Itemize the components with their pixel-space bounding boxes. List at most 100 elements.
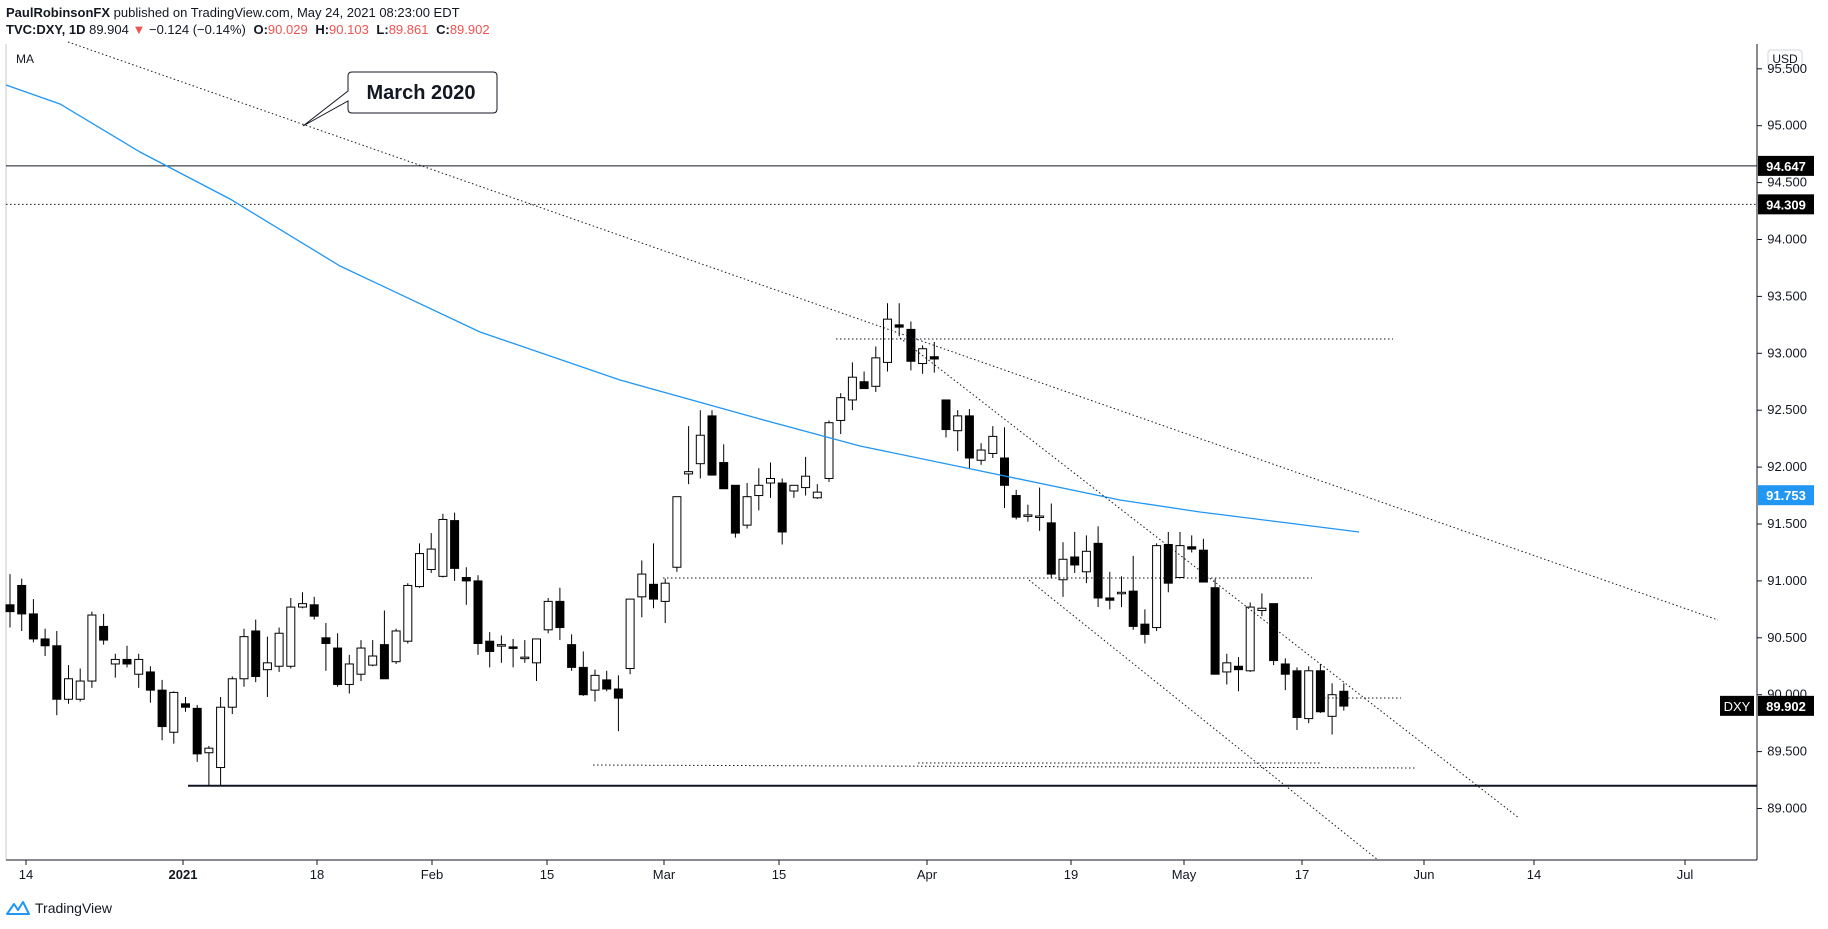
candle[interactable] (859, 381, 869, 390)
candle[interactable] (64, 678, 73, 700)
candle[interactable] (403, 584, 413, 642)
candle[interactable] (216, 706, 226, 769)
candle[interactable] (1269, 603, 1279, 662)
candle[interactable] (391, 630, 401, 663)
candle[interactable] (1234, 665, 1243, 671)
candle[interactable] (1163, 543, 1173, 584)
candle[interactable] (660, 582, 670, 602)
candle[interactable] (543, 600, 553, 631)
candle[interactable] (894, 324, 904, 328)
candle[interactable] (204, 747, 214, 754)
candle[interactable] (1046, 522, 1056, 575)
candle[interactable] (976, 449, 986, 461)
candle[interactable] (801, 475, 811, 489)
candle[interactable] (812, 491, 822, 499)
candle[interactable] (122, 658, 132, 665)
candle[interactable] (1152, 545, 1162, 629)
candle[interactable] (28, 613, 38, 640)
candle[interactable] (438, 518, 448, 577)
candle[interactable] (52, 645, 62, 700)
candle[interactable] (1140, 623, 1150, 635)
candle[interactable] (262, 662, 272, 671)
candle[interactable] (473, 580, 483, 644)
candle[interactable] (321, 637, 331, 644)
candle[interactable] (1011, 495, 1021, 518)
candle[interactable] (578, 666, 588, 696)
candle[interactable] (309, 604, 319, 617)
candle[interactable] (1105, 597, 1115, 601)
candle[interactable] (17, 584, 27, 615)
candle[interactable] (508, 646, 518, 649)
candle[interactable] (87, 614, 97, 682)
candle[interactable] (192, 707, 202, 755)
candle[interactable] (906, 328, 916, 362)
author-name[interactable]: PaulRobinsonFX (6, 5, 110, 20)
candle[interactable] (157, 689, 167, 728)
candle[interactable] (75, 680, 85, 700)
candle[interactable] (379, 644, 389, 680)
candle[interactable] (286, 606, 296, 667)
moving-average-line[interactable] (5, 84, 1360, 533)
candle[interactable] (1222, 662, 1232, 673)
candle[interactable] (415, 553, 424, 588)
candle[interactable] (964, 415, 974, 459)
candle[interactable] (625, 598, 635, 670)
candle[interactable] (298, 603, 307, 608)
candle[interactable] (1292, 670, 1302, 718)
candle[interactable] (520, 656, 530, 660)
candle[interactable] (567, 644, 577, 668)
candle[interactable] (333, 647, 343, 685)
candle[interactable] (1339, 690, 1349, 707)
currency-label[interactable]: USD (1772, 52, 1798, 66)
candle[interactable] (239, 636, 249, 680)
candle[interactable] (1304, 670, 1314, 720)
trendline[interactable] (899, 337, 1520, 819)
candle[interactable] (1128, 590, 1138, 627)
candle[interactable] (672, 496, 682, 568)
candle[interactable] (730, 484, 740, 534)
candle[interactable] (251, 630, 261, 677)
candle[interactable] (684, 471, 694, 475)
candle[interactable] (847, 376, 857, 401)
candle[interactable] (1117, 591, 1126, 595)
candle[interactable] (1280, 663, 1290, 675)
candle[interactable] (485, 640, 495, 652)
candle[interactable] (40, 638, 50, 647)
candle[interactable] (368, 655, 378, 666)
candle[interactable] (941, 399, 951, 431)
candle[interactable] (929, 356, 939, 360)
price-label[interactable] (1758, 194, 1814, 215)
price-label[interactable] (1758, 695, 1814, 716)
indicator-label[interactable]: MA (16, 52, 34, 66)
candle[interactable] (1000, 457, 1009, 486)
candle[interactable] (496, 644, 506, 647)
candle[interactable] (1315, 670, 1325, 713)
price-label[interactable] (1758, 485, 1814, 506)
candle[interactable] (1093, 542, 1103, 599)
candle[interactable] (988, 435, 998, 454)
candle[interactable] (461, 576, 471, 582)
candle[interactable] (555, 600, 565, 629)
candle[interactable] (356, 647, 366, 675)
candle[interactable] (602, 679, 612, 690)
candle[interactable] (227, 678, 237, 708)
price-label[interactable] (1758, 155, 1814, 176)
candle[interactable] (707, 415, 717, 476)
currency-badge[interactable]: USD (1767, 49, 1803, 69)
candle[interactable] (532, 638, 541, 664)
candle[interactable] (1058, 558, 1068, 581)
candle[interactable] (1035, 515, 1045, 519)
candle[interactable] (754, 484, 764, 497)
candle[interactable] (695, 434, 705, 465)
candle[interactable] (637, 573, 647, 598)
trendline[interactable] (1028, 579, 1379, 861)
candle[interactable] (789, 484, 799, 492)
candle[interactable] (1198, 549, 1208, 583)
candle[interactable] (181, 703, 190, 708)
candle[interactable] (1327, 694, 1337, 717)
candle[interactable] (871, 357, 881, 387)
candle[interactable] (99, 625, 109, 641)
candle[interactable] (1023, 514, 1033, 517)
candle[interactable] (426, 548, 436, 571)
